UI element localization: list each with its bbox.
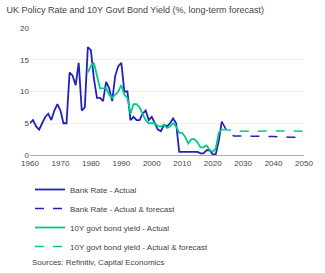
svg-text:10Y govt bond yield - Actual &: 10Y govt bond yield - Actual & forecast <box>70 243 208 252</box>
svg-text:10: 10 <box>20 87 29 96</box>
svg-text:15: 15 <box>20 56 29 65</box>
svg-text:2050: 2050 <box>295 159 313 168</box>
svg-text:1990: 1990 <box>112 159 130 168</box>
svg-text:1960: 1960 <box>21 159 39 168</box>
svg-text:1980: 1980 <box>82 159 100 168</box>
svg-text:1970: 1970 <box>52 159 70 168</box>
svg-text:Bank Rate - Actual: Bank Rate - Actual <box>70 186 136 195</box>
svg-text:0: 0 <box>25 151 30 160</box>
svg-text:2020: 2020 <box>204 159 222 168</box>
svg-text:2040: 2040 <box>265 159 283 168</box>
svg-text:Sources: Refinitiv, Capital Ec: Sources: Refinitiv, Capital Economics <box>32 258 164 267</box>
svg-text:2030: 2030 <box>234 159 252 168</box>
svg-text:2000: 2000 <box>143 159 161 168</box>
svg-text:5: 5 <box>25 119 30 128</box>
svg-text:UK Policy Rate and 10Y Govt Bo: UK Policy Rate and 10Y Govt Bond Yield (… <box>7 5 264 15</box>
svg-text:10Y govt bond yield - Actual: 10Y govt bond yield - Actual <box>70 224 169 233</box>
svg-text:20: 20 <box>20 24 29 33</box>
svg-text:2010: 2010 <box>173 159 191 168</box>
svg-text:Bank Rate - Actual & forecast: Bank Rate - Actual & forecast <box>70 205 175 214</box>
